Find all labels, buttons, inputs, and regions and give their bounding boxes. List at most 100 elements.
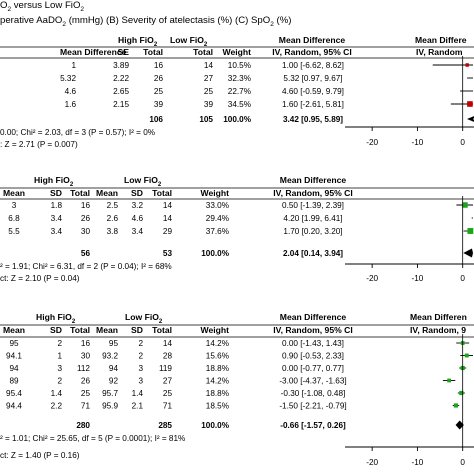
panel-a-row-ci: 1.00 [-6.62, 8.62] bbox=[282, 61, 344, 70]
panel-c-row-low-sd: 3 bbox=[138, 364, 143, 373]
panel-a-row-weight: 10.5% bbox=[228, 61, 251, 70]
panel-c-plot-md-header: Mean Differen bbox=[410, 312, 467, 322]
panel-c-row-low-sd: 2.1 bbox=[132, 402, 144, 411]
panel-a-total-ci: 3.42 [0.95, 5.89] bbox=[283, 115, 343, 124]
panel-c-row-low-total: 119 bbox=[159, 364, 172, 373]
panel-c-row-high-total: 30 bbox=[81, 352, 91, 361]
panel-c: High FiO2 Low FiO2 Mean Difference Mean … bbox=[0, 312, 474, 338]
panel-b-row-high-sd: 1.8 bbox=[51, 201, 63, 210]
panel-c-low-fio2-header: Low FiO2 bbox=[125, 312, 163, 325]
forest-rows-and-marks: 1 3.89 16 14 10.5% 1.00 [-6.62, 8.62]5.32 2.22… bbox=[0, 56, 474, 467]
panel-c-x-tick-label: 0 bbox=[460, 458, 465, 467]
panel-b-row-high-total: 16 bbox=[81, 201, 91, 210]
panel-a-row-low-total: 39 bbox=[204, 100, 214, 109]
panel-a-row-se: 2.15 bbox=[113, 100, 129, 109]
panel-c-point-square bbox=[459, 390, 464, 396]
panel-c-weight-col: Weight bbox=[201, 325, 230, 335]
panel-a-overall-effect: : Z = 2.71 (P = 0.007) bbox=[0, 140, 78, 149]
panel-a-row-md: 1 bbox=[71, 61, 76, 70]
panel-b-row-low-mean: 2.5 bbox=[107, 201, 119, 210]
panel-a-row-md: 4.6 bbox=[65, 87, 77, 96]
panel-a: High FiO2 Low FiO2 Mean Difference Mean … bbox=[0, 35, 474, 59]
panel-c-point-square bbox=[464, 353, 469, 358]
panel-a-row-se: 2.65 bbox=[113, 87, 129, 96]
panel-c-row-low-mean: 95.7 bbox=[102, 389, 118, 398]
panel-b-row-low-sd: 3.2 bbox=[132, 201, 144, 210]
panel-c-overall-effect: ct: Z = 1.40 (P = 0.16) bbox=[0, 451, 80, 460]
panel-b: High FiO2 Low FiO2 Mean Difference Mean … bbox=[0, 175, 474, 200]
panel-a-row-ci: 1.60 [-2.61, 5.81] bbox=[282, 100, 344, 109]
panel-c-row-high-total: 16 bbox=[81, 339, 91, 348]
panel-a-row-low-total: 27 bbox=[204, 74, 214, 83]
panel-b-row-weight: 33.0% bbox=[206, 201, 229, 210]
panel-a-row-ci: 4.60 [-0.59, 9.79] bbox=[282, 87, 344, 96]
panel-b-row-weight: 37.6% bbox=[206, 227, 229, 236]
panel-c-row-high-total: 112 bbox=[77, 364, 90, 373]
panel-b-md-header: Mean Difference bbox=[280, 175, 347, 185]
panel-b-row-high-sd: 3.4 bbox=[51, 214, 63, 223]
panel-c-x-tick-label: -20 bbox=[366, 458, 378, 467]
panel-c-high-fio2-header: High FiO2 bbox=[36, 312, 76, 325]
panel-c-row-high-mean: 94.4 bbox=[6, 402, 22, 411]
panel-a-row-weight: 34.5% bbox=[228, 100, 251, 109]
panel-a-summary-diamond bbox=[466, 116, 474, 122]
panel-c-row-weight: 14.2% bbox=[206, 377, 229, 386]
panel-c-row-high-sd: 2 bbox=[57, 339, 62, 348]
panel-c-row-weight: 15.6% bbox=[206, 352, 229, 361]
panel-b-x-tick-label: 0 bbox=[460, 274, 465, 283]
panel-c-row-low-sd: 2 bbox=[138, 339, 143, 348]
panel-a-point-square bbox=[465, 63, 469, 67]
panel-c-row-low-total: 71 bbox=[163, 402, 173, 411]
panel-b-row-ci: 1.70 [0.20, 3.20] bbox=[283, 227, 342, 236]
panel-c-row-high-total: 71 bbox=[81, 402, 91, 411]
panel-c-point-square bbox=[447, 378, 451, 383]
panel-a-row-low-total: 14 bbox=[204, 61, 214, 70]
panel-a-method-col: IV, Random, 95% CI bbox=[272, 47, 351, 57]
panel-b-row-low-total: 29 bbox=[163, 227, 173, 236]
panel-b-point-square bbox=[467, 228, 474, 234]
panel-b-row-weight: 29.4% bbox=[206, 214, 229, 223]
panel-c-row-high-mean: 94 bbox=[9, 364, 19, 373]
panel-c-total-ci: -0.66 [-1.57, 0.26] bbox=[280, 421, 346, 430]
panel-b-total-low: 53 bbox=[163, 249, 173, 258]
panel-c-row-high-sd: 1 bbox=[57, 352, 62, 361]
panel-c-row-weight: 18.5% bbox=[206, 402, 229, 411]
panel-c-row-ci: 0.00 [-0.77, 0.77] bbox=[282, 364, 344, 373]
panel-a-row-weight: 32.3% bbox=[228, 74, 251, 83]
panel-a-point-square bbox=[467, 101, 473, 107]
panel-b-row-high-mean: 3 bbox=[12, 201, 17, 210]
panel-a-heterogeneity: 0.00; Chi² = 2.03, df = 3 (P = 0.57); I²… bbox=[0, 128, 155, 137]
panel-c-total-weight: 100.0% bbox=[201, 421, 229, 430]
panel-a-row-high-total: 25 bbox=[154, 87, 164, 96]
panel-b-low-total-col: Total bbox=[152, 188, 172, 198]
panel-c-row-ci: 0.00 [-1.43, 1.43] bbox=[282, 339, 344, 348]
panel-a-row-high-total: 16 bbox=[154, 61, 164, 70]
panel-a-row-weight: 22.7% bbox=[228, 87, 251, 96]
panel-a-high-total-col: Total bbox=[143, 47, 163, 57]
panel-c-row-high-mean: 94.1 bbox=[6, 352, 22, 361]
panel-b-row-low-sd: 4.6 bbox=[132, 214, 144, 223]
panel-b-row-low-total: 14 bbox=[163, 201, 173, 210]
panel-c-row-high-mean: 95.4 bbox=[6, 389, 22, 398]
panel-a-x-tick-label: -10 bbox=[411, 138, 423, 147]
caption-line-2: perative AaDO2 (mmHg) (B) Severity of at… bbox=[0, 15, 291, 28]
panel-a-weight-col: Weight bbox=[223, 47, 252, 57]
panel-a-md-header: Mean Difference bbox=[279, 35, 346, 45]
panel-b-row-ci: 0.50 [-1.39, 2.39] bbox=[282, 201, 344, 210]
panel-b-row-low-sd: 3.4 bbox=[132, 227, 144, 236]
panel-c-row-high-sd: 3 bbox=[57, 364, 62, 373]
panel-c-row-high-sd: 2.2 bbox=[51, 402, 63, 411]
panel-a-plot-method-col: IV, Random bbox=[416, 47, 463, 57]
panel-c-row-low-total: 14 bbox=[163, 339, 173, 348]
panel-c-row-high-sd: 2 bbox=[57, 377, 62, 386]
panel-a-row-high-total: 26 bbox=[154, 74, 164, 83]
panel-c-heterogeneity: ² = 1.01; Chi² = 25.65, df = 5 (P = 0.00… bbox=[0, 434, 185, 443]
panel-a-total-low: 105 bbox=[199, 115, 213, 124]
panel-a-total-weight: 100.0% bbox=[223, 115, 251, 124]
panel-c-row-weight: 18.8% bbox=[206, 364, 229, 373]
panel-a-row-se: 2.22 bbox=[113, 74, 129, 83]
caption-line-1: O2 versus Low FiO2 bbox=[0, 0, 84, 13]
panel-b-total-weight: 100.0% bbox=[201, 249, 229, 258]
panel-c-high-mean-col: Mean bbox=[3, 325, 25, 335]
